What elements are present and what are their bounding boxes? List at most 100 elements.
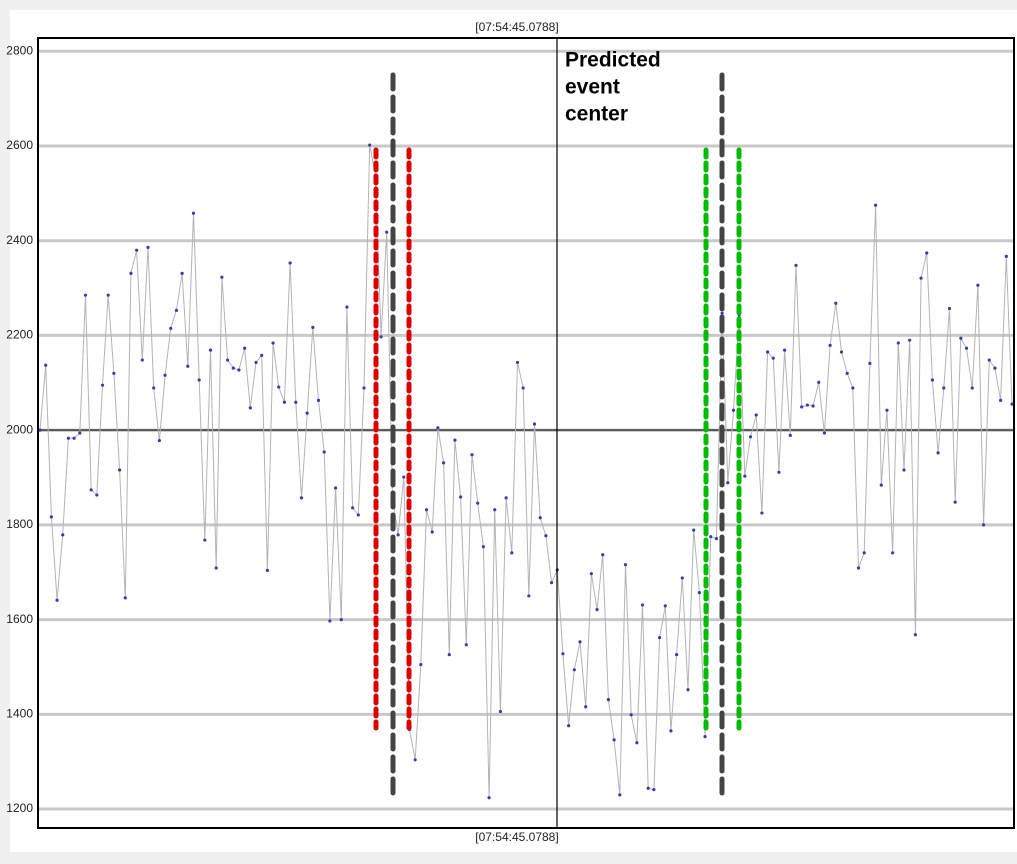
data-point bbox=[976, 283, 980, 287]
data-point bbox=[760, 511, 764, 515]
data-point bbox=[845, 371, 849, 375]
data-point bbox=[578, 640, 582, 644]
data-point bbox=[339, 618, 343, 622]
data-point bbox=[527, 594, 531, 598]
data-point bbox=[663, 604, 667, 608]
data-point bbox=[322, 450, 326, 454]
data-point bbox=[174, 308, 179, 312]
y-tick-label: 1800 bbox=[6, 517, 33, 531]
data-point bbox=[765, 350, 770, 354]
y-tick-label: 2600 bbox=[6, 138, 33, 152]
time-label: [07:54:45.0788] bbox=[475, 20, 558, 34]
data-point bbox=[720, 311, 724, 315]
data-point bbox=[640, 603, 645, 607]
data-point bbox=[783, 348, 787, 352]
data-point bbox=[913, 633, 917, 637]
data-point bbox=[515, 360, 520, 365]
data-point bbox=[237, 368, 241, 372]
data-point bbox=[191, 211, 196, 215]
data-point bbox=[657, 636, 662, 640]
data-point bbox=[231, 366, 235, 370]
data-point bbox=[186, 364, 190, 368]
data-point bbox=[169, 326, 173, 330]
data-point bbox=[135, 248, 139, 252]
data-point bbox=[646, 786, 650, 790]
data-point bbox=[248, 406, 252, 410]
data-point bbox=[675, 653, 679, 657]
data-point bbox=[800, 405, 804, 409]
data-point bbox=[868, 361, 872, 365]
data-point bbox=[413, 758, 417, 762]
data-point bbox=[999, 398, 1003, 402]
series bbox=[38, 143, 1014, 800]
data-point bbox=[271, 341, 275, 345]
y-tick-label: 1200 bbox=[6, 801, 33, 815]
data-point bbox=[601, 553, 605, 557]
data-point bbox=[396, 533, 400, 537]
data-point bbox=[959, 336, 963, 340]
data-point bbox=[351, 506, 355, 510]
data-point bbox=[402, 475, 406, 479]
data-point bbox=[260, 353, 264, 357]
data-point bbox=[567, 724, 571, 728]
data-point bbox=[311, 325, 315, 329]
data-point bbox=[834, 301, 838, 305]
data-point bbox=[356, 513, 360, 517]
data-point bbox=[288, 261, 292, 265]
data-point bbox=[345, 305, 349, 309]
y-tick-label: 1400 bbox=[6, 707, 33, 721]
data-point bbox=[95, 493, 99, 497]
data-point bbox=[112, 371, 116, 375]
data-point bbox=[635, 741, 639, 745]
data-point bbox=[72, 436, 76, 440]
data-point bbox=[203, 538, 207, 542]
data-point bbox=[424, 508, 429, 512]
data-point bbox=[822, 431, 827, 435]
data-point bbox=[680, 576, 684, 580]
data-point bbox=[38, 428, 42, 432]
data-point bbox=[618, 793, 622, 797]
data-point bbox=[49, 515, 53, 519]
data-point bbox=[981, 523, 986, 527]
data-point bbox=[612, 738, 616, 742]
data-point bbox=[129, 271, 133, 275]
data-point bbox=[652, 788, 656, 792]
data-point bbox=[453, 438, 457, 442]
y-tick-label: 2200 bbox=[6, 328, 33, 342]
data-line bbox=[39, 144, 1013, 798]
data-point bbox=[282, 400, 287, 404]
data-point bbox=[561, 652, 565, 656]
data-point bbox=[100, 383, 105, 387]
data-point bbox=[703, 734, 707, 739]
data-point bbox=[123, 596, 127, 600]
data-point bbox=[362, 386, 366, 390]
data-point bbox=[919, 276, 923, 280]
data-point bbox=[896, 341, 900, 345]
data-point bbox=[879, 483, 883, 487]
data-point bbox=[436, 426, 440, 430]
annotation: Predicted bbox=[565, 49, 661, 72]
data-point bbox=[447, 653, 451, 657]
data-point bbox=[294, 400, 298, 404]
data-point bbox=[862, 551, 866, 555]
data-point bbox=[464, 643, 468, 647]
data-point bbox=[470, 453, 474, 457]
data-point bbox=[828, 343, 832, 347]
data-point bbox=[726, 481, 730, 485]
grid bbox=[38, 49, 1014, 811]
data-point bbox=[197, 378, 201, 382]
data-point bbox=[521, 386, 525, 390]
data-point bbox=[987, 358, 991, 362]
data-point bbox=[459, 495, 463, 499]
time-label: [07:54:45.0788] bbox=[475, 830, 558, 844]
data-point bbox=[629, 713, 633, 717]
data-point bbox=[1010, 402, 1014, 406]
data-point bbox=[697, 591, 701, 595]
y-tick-label: 2400 bbox=[6, 233, 33, 247]
data-point bbox=[430, 530, 434, 534]
data-point bbox=[441, 461, 446, 465]
data-point bbox=[669, 729, 673, 733]
data-point bbox=[925, 251, 929, 255]
data-point bbox=[947, 306, 952, 311]
data-point bbox=[299, 496, 304, 500]
